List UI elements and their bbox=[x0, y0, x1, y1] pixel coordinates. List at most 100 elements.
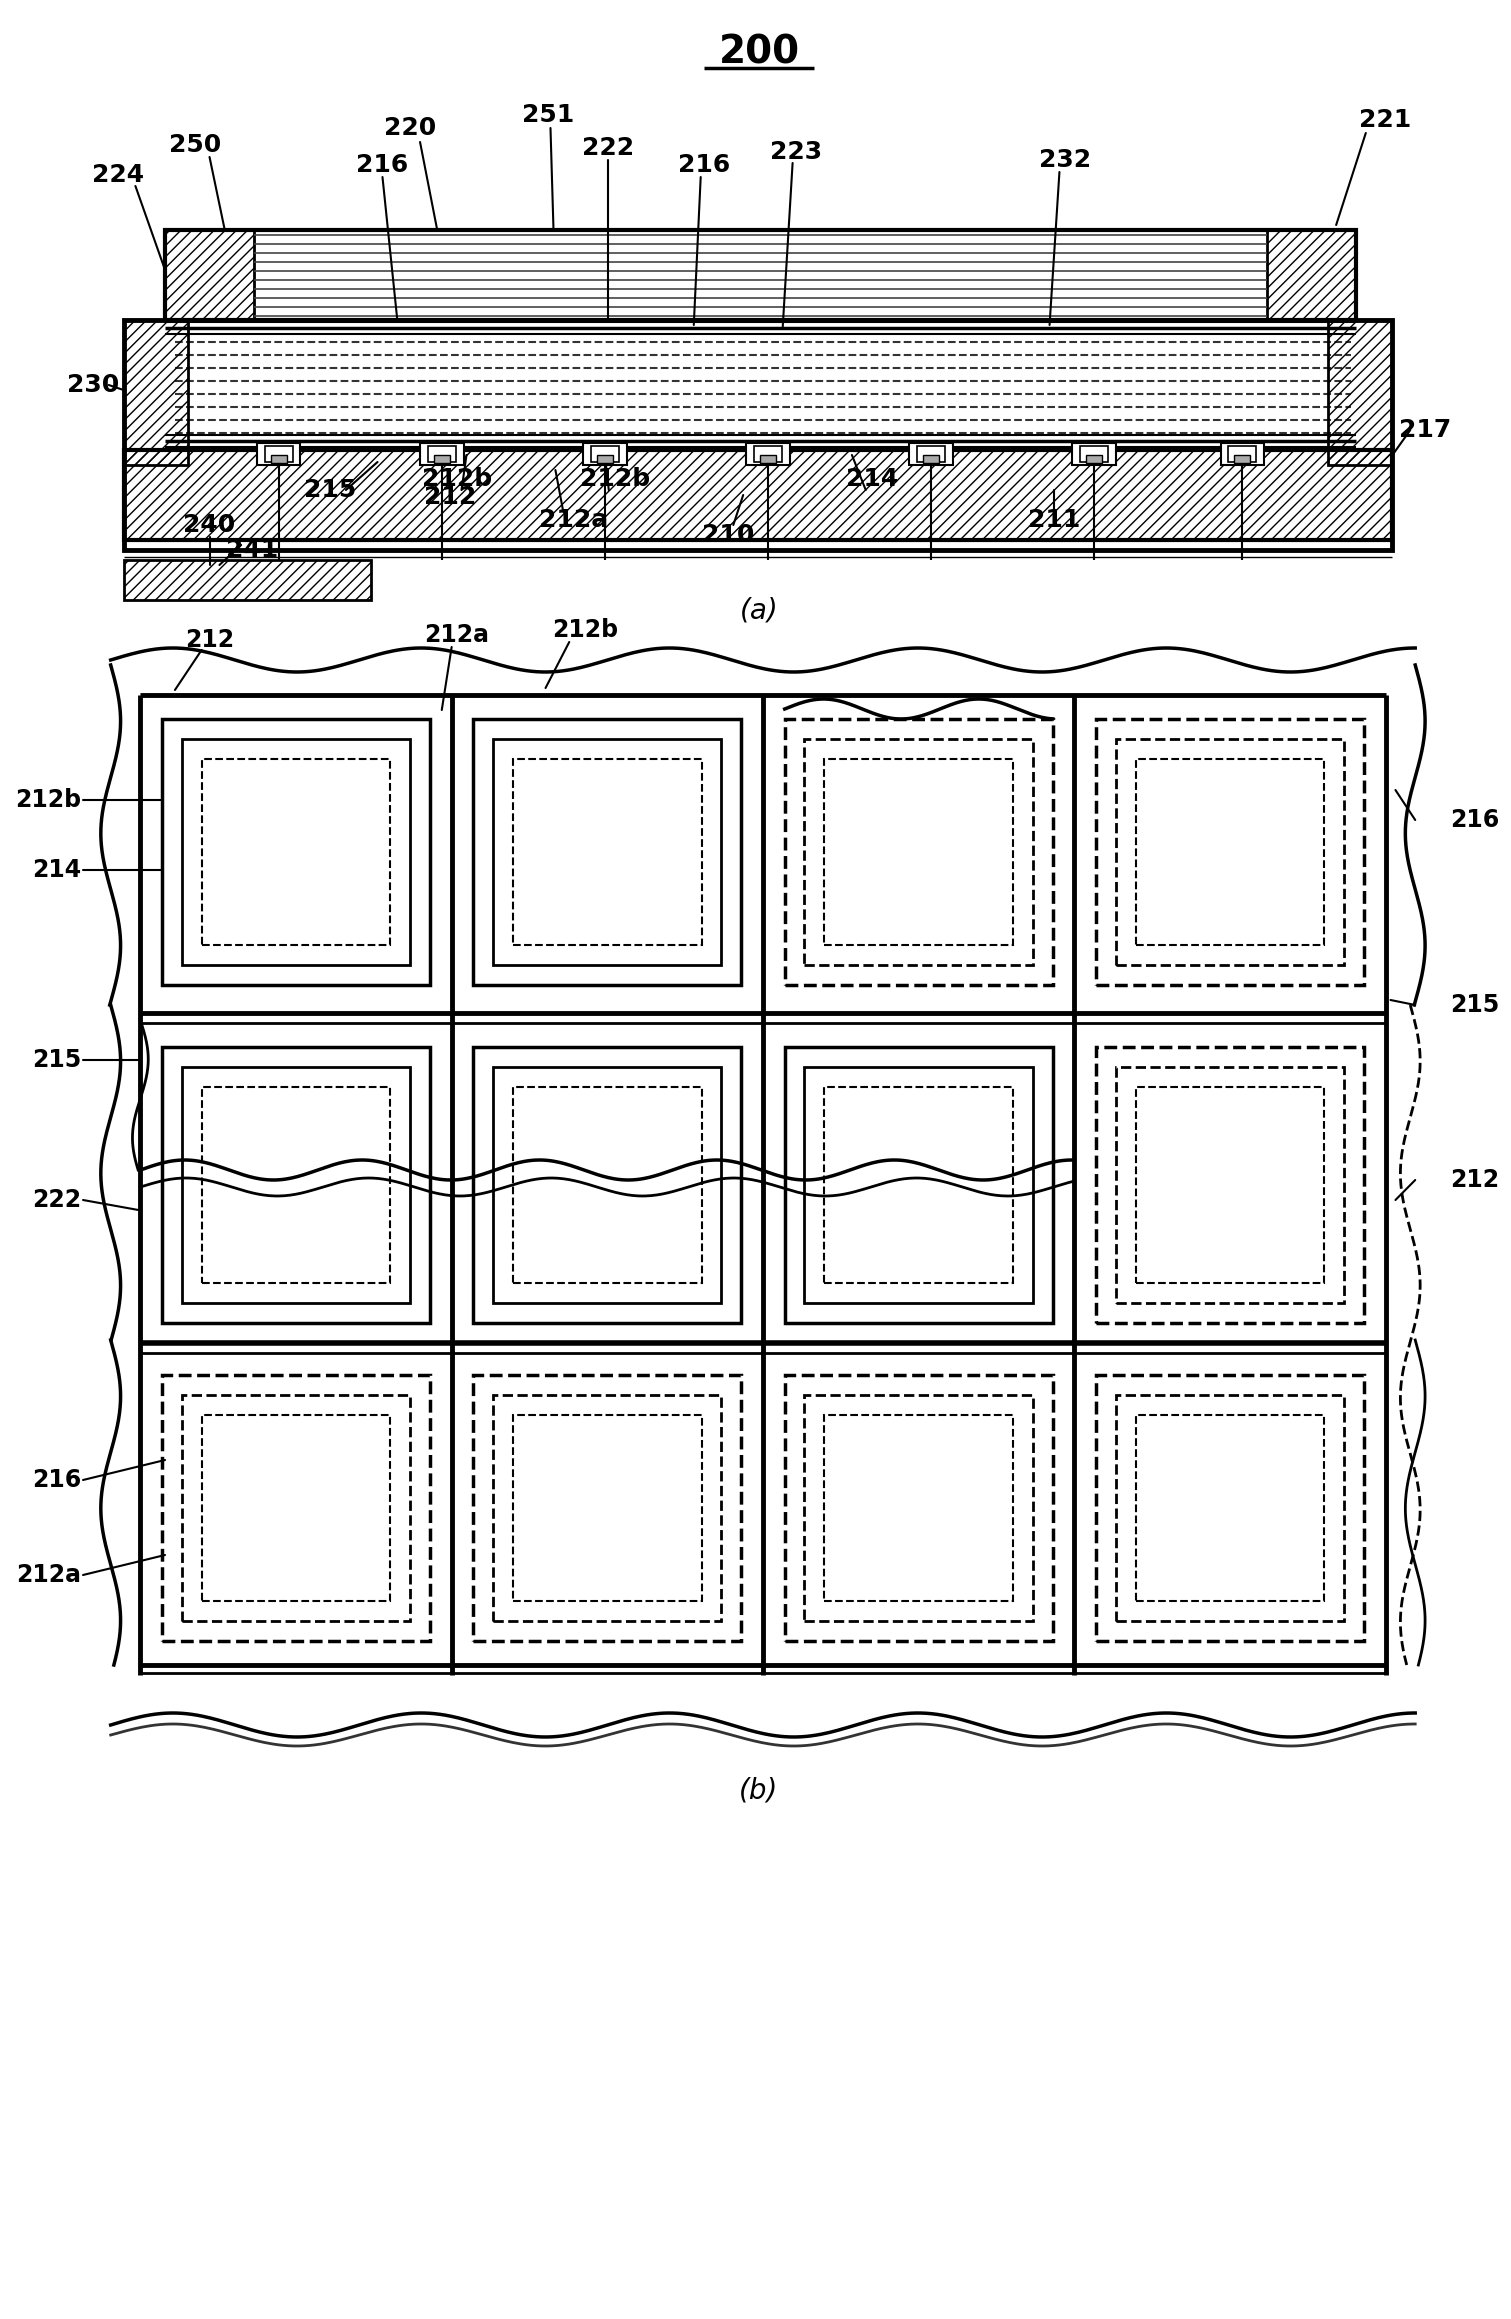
Bar bbox=[181, 1067, 409, 1303]
Bar bbox=[493, 1067, 721, 1303]
Bar bbox=[201, 1088, 390, 1282]
Bar bbox=[1136, 1088, 1324, 1282]
Text: 241: 241 bbox=[227, 538, 278, 561]
Bar bbox=[784, 1046, 1053, 1324]
Bar bbox=[473, 1046, 742, 1324]
Bar bbox=[823, 758, 1012, 946]
Text: (b): (b) bbox=[739, 1776, 778, 1804]
Text: 210: 210 bbox=[703, 524, 754, 547]
Bar bbox=[784, 1375, 1053, 1642]
Bar bbox=[583, 443, 627, 466]
Bar bbox=[804, 1067, 1032, 1303]
Bar bbox=[760, 455, 775, 464]
Bar bbox=[1268, 230, 1355, 320]
Text: 222: 222 bbox=[32, 1187, 82, 1213]
Bar bbox=[1234, 455, 1250, 464]
Text: 216: 216 bbox=[677, 153, 730, 176]
Bar bbox=[124, 320, 1393, 550]
Bar bbox=[910, 443, 953, 466]
Bar bbox=[591, 445, 618, 461]
Text: 250: 250 bbox=[169, 132, 221, 158]
Bar bbox=[124, 320, 187, 466]
Text: 230: 230 bbox=[66, 373, 119, 397]
Bar bbox=[257, 443, 301, 466]
Text: 212b: 212b bbox=[580, 466, 650, 492]
Bar bbox=[823, 1415, 1012, 1600]
Bar bbox=[165, 230, 1355, 320]
Text: 221: 221 bbox=[1360, 109, 1411, 132]
Text: 212a: 212a bbox=[538, 508, 607, 531]
Text: 222: 222 bbox=[582, 137, 633, 160]
Bar bbox=[473, 1375, 742, 1642]
Text: 216: 216 bbox=[357, 153, 408, 176]
Text: 223: 223 bbox=[769, 139, 822, 165]
Bar bbox=[1268, 230, 1355, 320]
Text: 214: 214 bbox=[846, 466, 898, 492]
Bar bbox=[181, 1396, 409, 1621]
Bar bbox=[746, 443, 790, 466]
Bar bbox=[201, 1415, 390, 1600]
Text: 215: 215 bbox=[32, 1048, 82, 1071]
Text: 217: 217 bbox=[1399, 417, 1451, 443]
Bar bbox=[1095, 719, 1364, 986]
Text: (a): (a) bbox=[739, 596, 778, 624]
Bar bbox=[270, 455, 287, 464]
Bar bbox=[493, 1396, 721, 1621]
Text: 212: 212 bbox=[184, 628, 234, 652]
Bar bbox=[1073, 443, 1115, 466]
Bar bbox=[165, 230, 254, 320]
Bar bbox=[823, 1088, 1012, 1282]
Bar bbox=[162, 1375, 431, 1642]
Text: 200: 200 bbox=[718, 32, 799, 72]
Bar bbox=[1228, 445, 1256, 461]
Text: 216: 216 bbox=[32, 1468, 82, 1491]
Text: 212b: 212b bbox=[552, 617, 618, 642]
Text: 215: 215 bbox=[1451, 993, 1499, 1018]
Text: 251: 251 bbox=[523, 102, 574, 128]
Bar bbox=[264, 445, 293, 461]
Text: 224: 224 bbox=[92, 162, 144, 188]
Bar bbox=[1095, 1375, 1364, 1642]
Bar bbox=[917, 445, 944, 461]
Text: 212b: 212b bbox=[15, 788, 82, 812]
Text: 232: 232 bbox=[1040, 148, 1091, 172]
Text: 212: 212 bbox=[423, 485, 476, 508]
Bar bbox=[201, 758, 390, 946]
Bar bbox=[1115, 1396, 1345, 1621]
Bar bbox=[804, 1396, 1032, 1621]
Bar bbox=[1115, 1067, 1345, 1303]
Bar bbox=[473, 719, 742, 986]
Bar bbox=[1086, 455, 1102, 464]
Text: 212a: 212a bbox=[425, 624, 490, 647]
Text: 211: 211 bbox=[1029, 508, 1080, 531]
Bar bbox=[1328, 320, 1393, 466]
Bar bbox=[420, 443, 464, 466]
Bar bbox=[165, 230, 254, 320]
Bar bbox=[1115, 740, 1345, 965]
Bar bbox=[512, 1088, 701, 1282]
Bar bbox=[434, 455, 450, 464]
Bar bbox=[162, 1046, 431, 1324]
Bar bbox=[923, 455, 938, 464]
Bar bbox=[124, 559, 370, 601]
Bar bbox=[597, 455, 613, 464]
Bar bbox=[804, 740, 1032, 965]
Bar bbox=[124, 450, 1393, 540]
Text: 212: 212 bbox=[1451, 1169, 1499, 1192]
Bar bbox=[784, 719, 1053, 986]
Text: 216: 216 bbox=[1451, 807, 1499, 833]
Bar bbox=[428, 445, 456, 461]
Text: 212a: 212a bbox=[17, 1563, 82, 1586]
Bar bbox=[181, 740, 409, 965]
Bar bbox=[1095, 1046, 1364, 1324]
Bar bbox=[512, 1415, 701, 1600]
Bar bbox=[1136, 1415, 1324, 1600]
Bar bbox=[162, 719, 431, 986]
Text: 212b: 212b bbox=[422, 466, 491, 492]
Bar bbox=[1136, 758, 1324, 946]
Bar bbox=[1221, 443, 1265, 466]
Text: 220: 220 bbox=[384, 116, 437, 139]
Bar bbox=[1080, 445, 1108, 461]
Text: 215: 215 bbox=[304, 478, 357, 501]
Bar bbox=[512, 758, 701, 946]
